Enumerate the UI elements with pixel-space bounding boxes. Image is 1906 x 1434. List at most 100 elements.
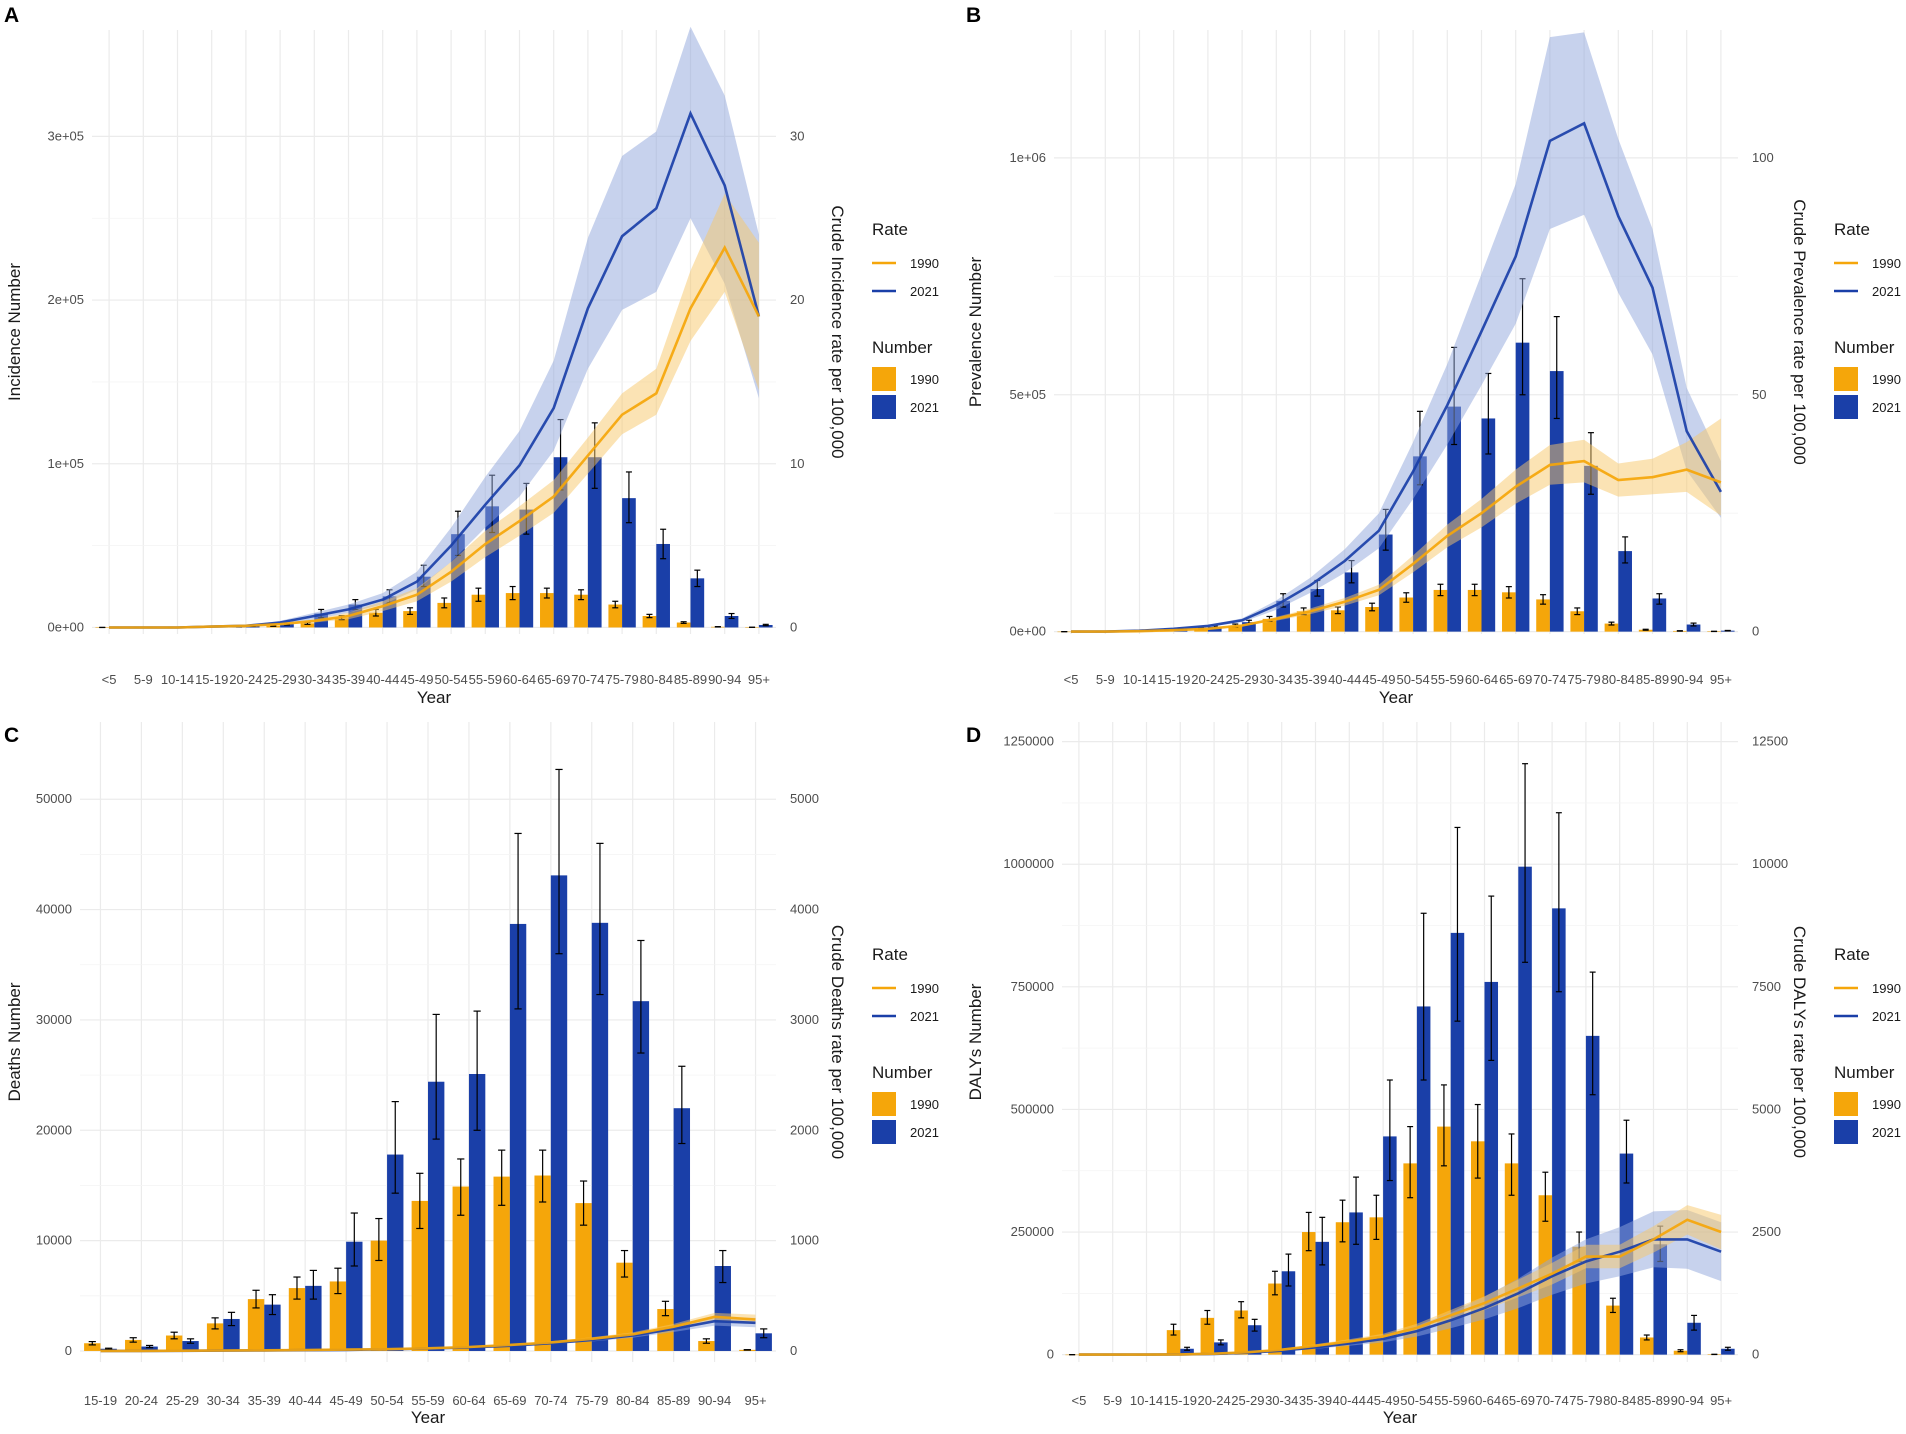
- x-tick-label: <5: [1071, 1393, 1086, 1408]
- y-tick-label: 0: [1047, 1347, 1054, 1362]
- x-tick-label: 25-29: [263, 672, 296, 687]
- x-tick-label: 65-69: [1502, 1393, 1535, 1408]
- y2-axis-title: Crude Deaths rate per 100,000: [828, 925, 847, 1159]
- rate-lines: [1071, 32, 1721, 631]
- legend-rate-label: 1990: [910, 981, 939, 996]
- x-tick-label: 35-39: [1299, 1393, 1332, 1408]
- legend-rate-label: 2021: [910, 284, 939, 299]
- x-tick-label: 65-69: [493, 1393, 526, 1408]
- x-tick-label: 30-34: [1260, 672, 1293, 687]
- x-tick-label: 20-24: [229, 672, 262, 687]
- y2-tick-label: 0: [790, 619, 797, 634]
- x-tick-label: 50-54: [1396, 672, 1429, 687]
- legend-number-label: 1990: [1872, 372, 1901, 387]
- x-tick-label: 65-69: [1499, 672, 1532, 687]
- y2-tick-label: 2500: [1752, 1224, 1781, 1239]
- y2-tick-label: 20: [790, 292, 804, 307]
- x-tick-label: 45-49: [329, 1393, 362, 1408]
- y-axis-title: Deaths Number: [5, 982, 24, 1101]
- x-tick-label: 80-84: [640, 672, 673, 687]
- legend-number-label: 1990: [910, 372, 939, 387]
- x-tick-label: 75-79: [605, 672, 638, 687]
- y-tick-label: 40000: [36, 902, 72, 917]
- y-tick-label: 10000: [36, 1233, 72, 1248]
- x-tick-label: 90-94: [708, 672, 741, 687]
- errorbar-1990-80-84: [1608, 622, 1614, 625]
- x-tick-label: 55-59: [1431, 672, 1464, 687]
- legend-number-key-2021: [872, 1120, 896, 1144]
- x-tick-label: 40-44: [366, 672, 399, 687]
- y2-tick-label: 4000: [790, 902, 819, 917]
- panel-D: 0250000500000750000100000012500000250050…: [966, 722, 1901, 1427]
- legend-rate-label: 1990: [910, 256, 939, 271]
- x-tick-label: 15-19: [195, 672, 228, 687]
- panel-C: 0100002000030000400005000001000200030004…: [4, 722, 939, 1427]
- y-axis-title: Prevalence Number: [966, 257, 985, 408]
- x-tick-label: 60-64: [1468, 1393, 1501, 1408]
- legend-rate-title: Rate: [1834, 945, 1870, 964]
- legend-number-label: 2021: [910, 400, 939, 415]
- legend-number-label: 1990: [910, 1097, 939, 1112]
- x-tick-label: 75-79: [1569, 1393, 1602, 1408]
- y-axis-title: DALYs Number: [966, 983, 985, 1100]
- x-tick-label: 40-44: [289, 1393, 322, 1408]
- x-axis-title: Year: [417, 688, 452, 707]
- legend-number-key-1990: [872, 1092, 896, 1116]
- y2-tick-label: 0: [790, 1343, 797, 1358]
- x-tick-label: 85-89: [1636, 672, 1669, 687]
- x-tick-label: <5: [1064, 672, 1079, 687]
- x-tick-label: 70-74: [1535, 1393, 1568, 1408]
- x-tick-label: 25-29: [166, 1393, 199, 1408]
- y-tick-label: 30000: [36, 1012, 72, 1027]
- x-tick-label: 95+: [1710, 672, 1732, 687]
- errorbar-2021-15-19: [105, 1348, 112, 1349]
- x-tick-label: 25-29: [1231, 1393, 1264, 1408]
- x-tick-label: 10-14: [1130, 1393, 1163, 1408]
- y2-tick-label: 0: [1752, 1347, 1759, 1362]
- y2-tick-label: 5000: [1752, 1101, 1781, 1116]
- y2-tick-label: 100: [1752, 150, 1774, 165]
- errorbar-2021-15-19: [1184, 1347, 1190, 1350]
- y-tick-label: 500000: [1011, 1101, 1054, 1116]
- x-tick-label: 35-39: [1294, 672, 1327, 687]
- panel-letter: B: [966, 4, 981, 27]
- x-tick-label: 50-54: [1400, 1393, 1433, 1408]
- legend-number-title: Number: [1834, 1063, 1895, 1082]
- panel-letter: A: [4, 4, 19, 27]
- x-tick-label: <5: [102, 672, 117, 687]
- legend-rate-label: 2021: [1872, 284, 1901, 299]
- legend-number-label: 1990: [1872, 1097, 1901, 1112]
- x-tick-label: 20-24: [1197, 1393, 1230, 1408]
- x-tick-label: 90-94: [698, 1393, 731, 1408]
- y-tick-label: 0e+00: [1009, 624, 1046, 639]
- x-tick-label: 70-74: [571, 672, 604, 687]
- y2-axis-title: Crude Incidence rate per 100,000: [828, 205, 847, 458]
- x-tick-label: 55-59: [1434, 1393, 1467, 1408]
- y-tick-label: 50000: [36, 791, 72, 806]
- x-tick-label: 85-89: [674, 672, 707, 687]
- y2-axis-title: Crude Prevalence rate per 100,000: [1790, 199, 1809, 465]
- x-tick-label: 5-9: [1096, 672, 1115, 687]
- legend-number-label: 2021: [1872, 400, 1901, 415]
- x-tick-label: 55-59: [469, 672, 502, 687]
- y-tick-label: 0: [65, 1343, 72, 1358]
- x-tick-label: 30-34: [207, 1393, 240, 1408]
- grid: [1054, 30, 1738, 634]
- x-tick-label: 10-14: [1123, 672, 1156, 687]
- y-tick-label: 2e+05: [47, 292, 84, 307]
- panel-letter: C: [4, 724, 19, 747]
- legend-number-key-1990: [1834, 367, 1858, 391]
- x-tick-label: 45-49: [1362, 672, 1395, 687]
- x-tick-label: 5-9: [134, 672, 153, 687]
- x-tick-label: 15-19: [1164, 1393, 1197, 1408]
- y-tick-label: 250000: [1011, 1224, 1054, 1239]
- legend-number-title: Number: [1834, 338, 1895, 357]
- legend-number-key-2021: [872, 395, 896, 419]
- bar-2021-85-89: [674, 1108, 690, 1351]
- y2-axis-title: Crude DALYs rate per 100,000: [1790, 926, 1809, 1158]
- legend-rate-title: Rate: [1834, 220, 1870, 239]
